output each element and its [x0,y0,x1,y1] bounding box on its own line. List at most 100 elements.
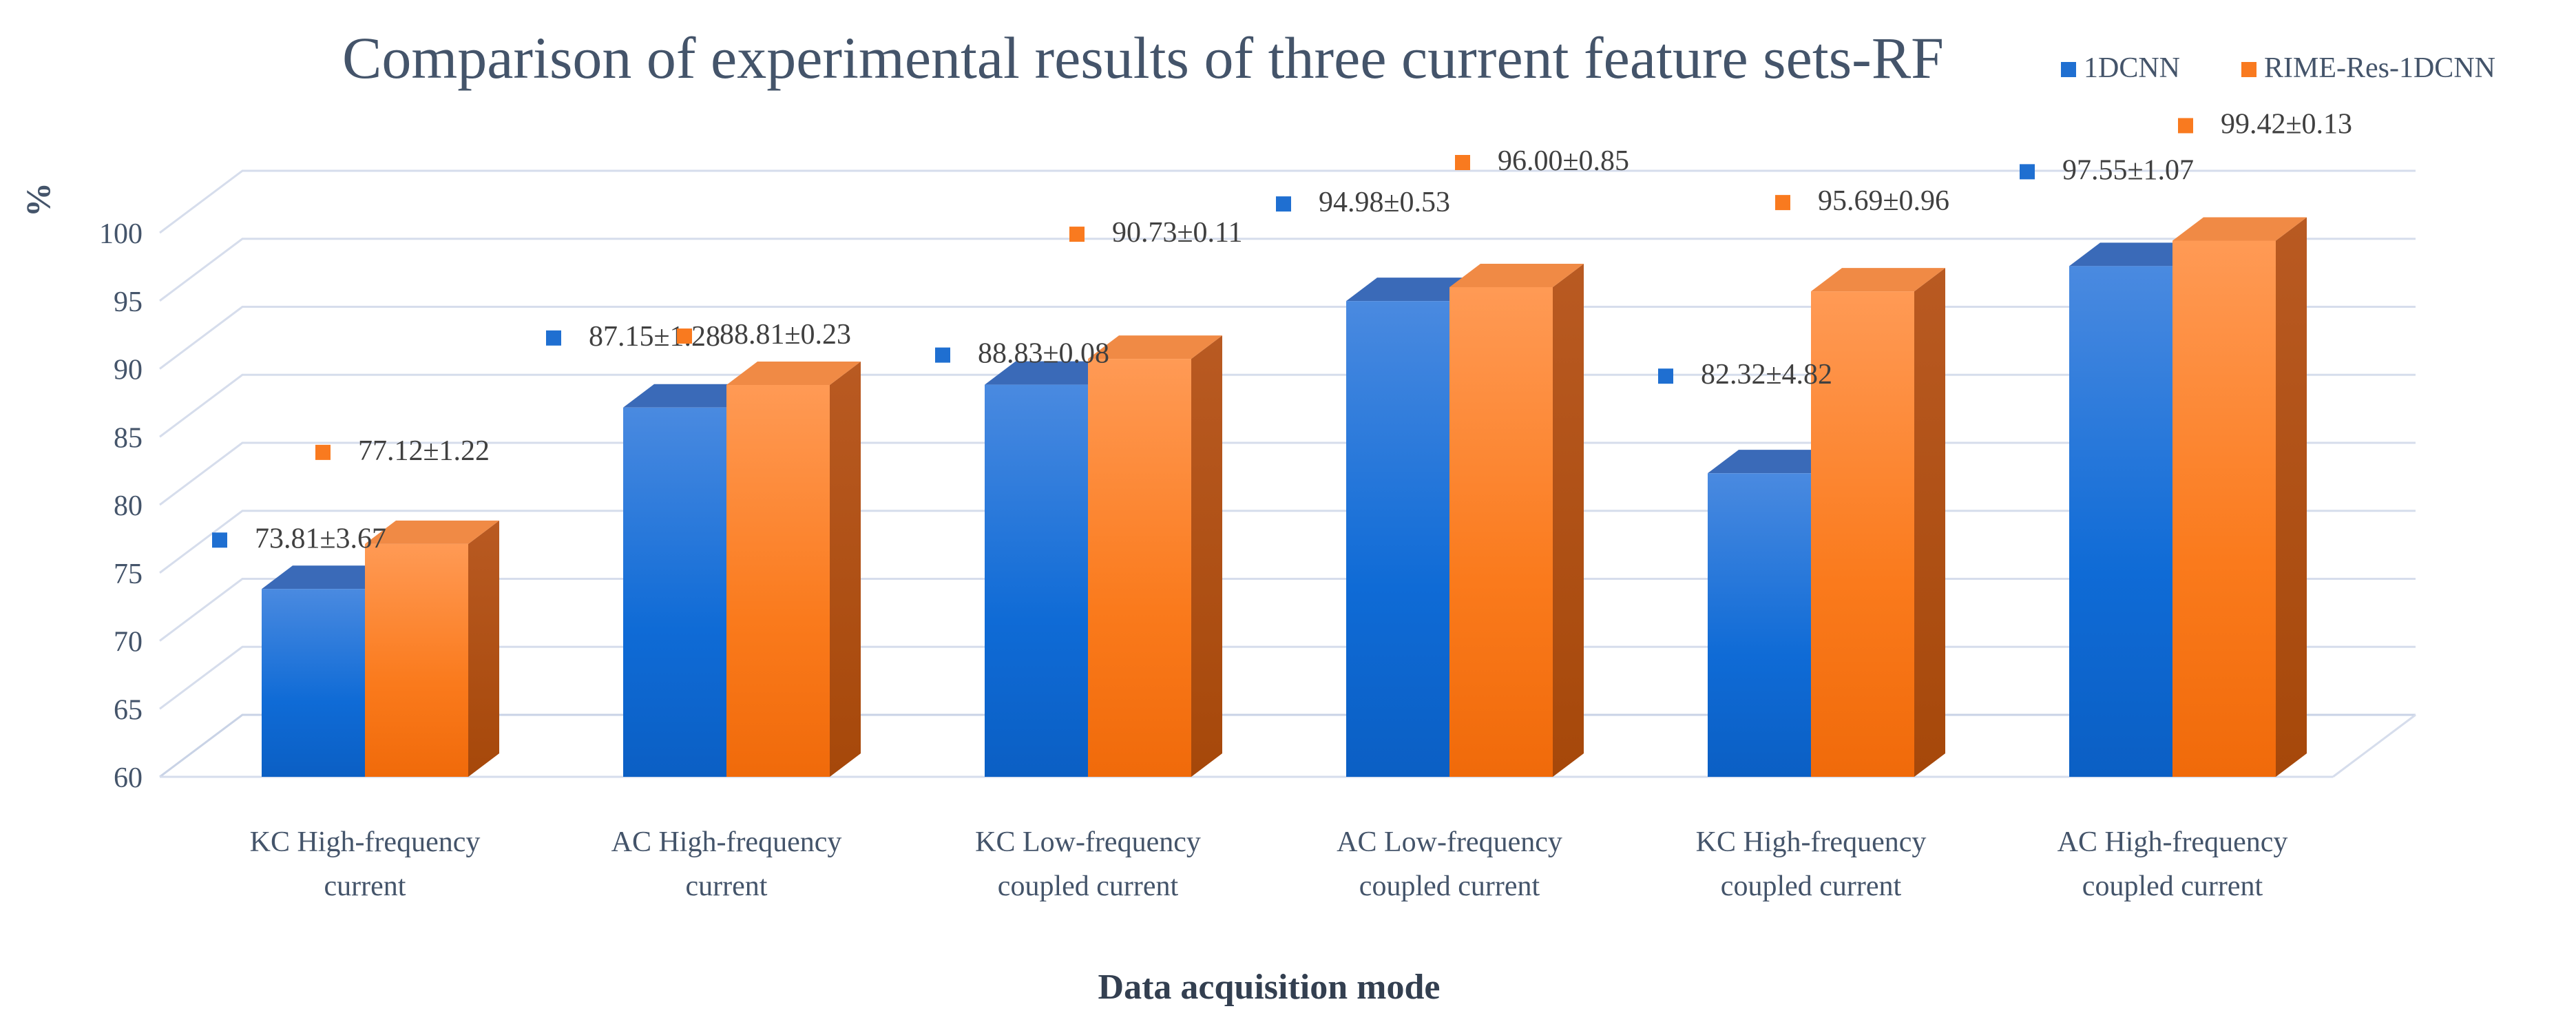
x-tick-label: AC High-frequency [2057,826,2288,858]
bar-top [1708,450,1842,474]
bar-front [1088,359,1191,777]
bar-top [1449,264,1584,287]
data-label: 90.73±0.11 [1112,217,1243,249]
x-tick-label: current [324,870,406,902]
bar-top [623,384,757,408]
gridline [159,510,2416,574]
x-tick-label: coupled current [998,870,1179,902]
y-axis-label: % [19,182,57,217]
gridline [159,645,2416,710]
gridline [159,713,2416,778]
legend-swatch-1dcnn [2061,62,2076,77]
bar-top [985,361,1119,385]
bar-front [726,385,830,777]
y-tick-label: 85 [114,422,143,454]
bar-rime-res-1dcnn-0 [365,520,499,777]
bar-side [1191,335,1222,777]
bar-rime-res-1dcnn-5 [2172,217,2307,778]
bar-front [2069,266,2172,777]
data-label-marker [2178,118,2193,134]
x-axis-ticks: KC High-frequency current AC High-frequenc… [250,826,2288,902]
x-tick-label: AC Low-frequency [1337,826,1562,858]
bar-rime-res-1dcnn-4 [1811,268,1945,777]
data-label: 87.15±1.28 [589,321,720,353]
x-tick-label: KC High-frequency [250,826,481,858]
bar-front [623,407,726,777]
bar-rime-res-1dcnn-2 [1088,335,1222,777]
legend: 1DCNN RIME-Res-1DCNN [2061,52,2495,84]
x-tick-label: coupled current [2082,870,2263,902]
legend-label-rime-res-1dcnn: RIME-Res-1DCNN [2264,52,2495,84]
data-label: 82.32±4.82 [1701,359,1832,390]
data-label: 73.81±3.67 [255,523,386,554]
grid [159,169,2416,778]
data-label-marker [1455,155,1470,170]
bar-front [1708,473,1811,777]
data-label-marker [2020,164,2035,180]
data-label-marker [546,330,561,346]
bar-rime-res-1dcnn-3 [1449,264,1584,777]
data-label-marker [1069,227,1085,242]
bar-top [262,565,396,590]
bar-rime-res-1dcnn-1 [726,362,861,777]
y-tick-label: 75 [114,559,143,590]
bar-side [468,520,499,777]
bar-side [1553,264,1584,777]
bar-1dcnn-2 [985,361,1119,777]
bar-top [1088,335,1222,359]
bar-front [1346,301,1449,777]
data-label: 96.00±0.85 [1498,145,1629,177]
gridline [159,373,2416,438]
gridline [159,578,2416,642]
data-label: 95.69±0.96 [1818,185,1949,217]
x-tick-label: coupled current [1359,870,1540,902]
data-label-marker [1775,195,1790,211]
x-tick-label: KC High-frequency [1696,826,1927,858]
y-tick-label: 95 [114,286,143,318]
bar-top [2172,217,2307,241]
data-label: 88.81±0.23 [720,319,851,351]
gridline [159,169,2416,234]
chart-title: Comparison of experimental results of th… [342,25,1944,91]
data-label: 97.55±1.07 [2062,154,2194,186]
bar-top [1346,278,1480,302]
y-tick-label: 80 [114,490,143,522]
data-label-marker [935,347,950,363]
y-tick-label: 60 [114,762,143,794]
y-axis-ticks: 60 65 70 75 80 85 90 95 100 [99,218,143,794]
data-label-marker [315,444,331,460]
x-tick-label: current [686,870,768,902]
x-axis-label: Data acquisition mode [1098,968,1441,1007]
data-label-marker [677,328,692,344]
x-tick-label: AC High-frequency [611,826,842,858]
data-label: 99.42±0.13 [2221,108,2352,140]
bar-side [2276,217,2307,778]
bar-front [1811,291,1914,777]
bar-side [1914,268,1945,777]
bar-top [726,362,861,386]
y-tick-label: 65 [114,694,143,726]
data-label: 77.12±1.22 [358,435,490,467]
y-tick-label: 70 [114,627,143,658]
bars [262,217,2307,778]
bar-front [262,589,365,777]
gridline [159,441,2416,506]
gridline [159,238,2416,302]
bar-1dcnn-0 [262,565,396,777]
bar-top [365,520,499,544]
bar-1dcnn-3 [1346,278,1480,777]
bar-side [830,362,861,777]
legend-label-1dcnn: 1DCNN [2084,52,2180,84]
bar-front [2172,240,2276,778]
bar-1dcnn-5 [2069,242,2203,777]
data-label: 94.98±0.53 [1319,187,1450,218]
bar-top [1811,268,1945,292]
y-tick-label: 100 [99,218,143,250]
data-label-marker [1276,196,1291,212]
bar-1dcnn-1 [623,384,757,777]
x-tick-label: coupled current [1721,870,1902,902]
data-labels: 73.81±3.67 77.12±1.22 87.15±1.2888.81±0.23… [212,108,2352,554]
bar-1dcnn-4 [1708,450,1842,777]
data-label-marker [212,532,227,548]
